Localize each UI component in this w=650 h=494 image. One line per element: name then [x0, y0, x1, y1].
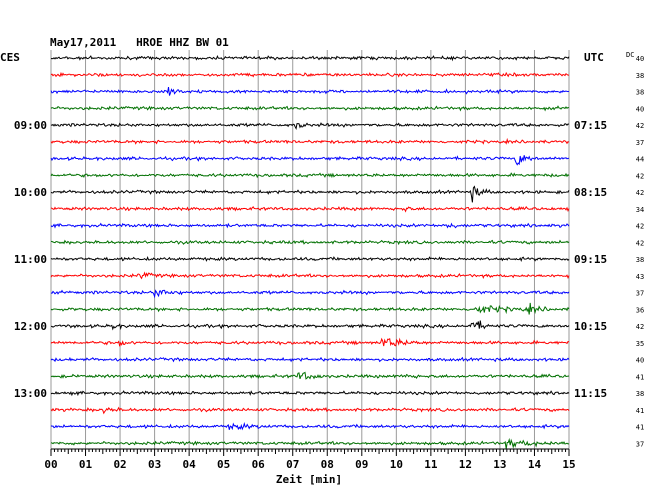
dc-value: 42	[636, 189, 644, 197]
trace-row-0	[50, 54, 570, 62]
trace-row-5	[50, 137, 570, 145]
x-tick-label: 05	[217, 458, 230, 471]
time-gridlines	[50, 50, 570, 449]
x-tick-label: 06	[252, 458, 266, 471]
dc-value: 36	[636, 306, 644, 314]
dc-value: 37	[636, 290, 644, 298]
dc-value: 40	[636, 357, 644, 365]
x-tick-label: 03	[148, 458, 161, 471]
x-tick-label: 13	[493, 458, 506, 471]
x-tick-label: 11	[424, 458, 438, 471]
left-time-label: 13:00	[14, 387, 47, 400]
trace-row-22	[50, 422, 570, 431]
left-timezone-label: CES	[0, 51, 20, 64]
left-time-labels: 09:00 10:00 11:00 12:00 13:00	[14, 119, 47, 400]
dc-value: 42	[636, 122, 644, 130]
trace-row-10	[50, 222, 570, 229]
trace-row-2	[50, 87, 570, 96]
x-tick-label: 10	[390, 458, 403, 471]
trace-row-13	[50, 271, 570, 280]
dc-value: 40	[636, 105, 644, 113]
trace-row-7	[50, 172, 570, 179]
left-time-label: 09:00	[14, 119, 47, 132]
trace-row-9	[50, 205, 570, 213]
trace-row-17	[50, 337, 570, 347]
dc-value: 44	[636, 156, 644, 164]
dc-value: 34	[636, 206, 644, 214]
x-tick-label: 09	[355, 458, 368, 471]
dc-value: 41	[636, 407, 644, 415]
x-tick-label: 12	[459, 458, 472, 471]
dc-value: 42	[636, 239, 644, 247]
x-tick-label: 01	[79, 458, 93, 471]
left-time-label: 10:00	[14, 186, 47, 199]
trace-row-20	[50, 390, 570, 397]
x-tick-label: 08	[321, 458, 334, 471]
dc-value: 37	[636, 440, 644, 448]
trace-row-8	[50, 185, 570, 203]
dc-value: 43	[636, 273, 644, 281]
dc-column-label: DC	[626, 51, 634, 59]
dc-value: 35	[636, 340, 644, 348]
x-tick-label: 00	[44, 458, 57, 471]
dc-values: 40 38 38 40 42 37 44 42 42 34 42 42 38 43 37 36 42 35 40 41…	[636, 55, 644, 448]
right-time-label: 08:15	[574, 186, 607, 199]
left-time-label: 12:00	[14, 320, 47, 333]
dc-value: 37	[636, 139, 644, 147]
chart-title: May17,2011 HROE HHZ BW 01	[50, 36, 229, 49]
x-axis: 00 01 02 03 04 05 06 07 08 09 10 11 12 13 14 15	[44, 448, 576, 471]
trace-row-23	[50, 437, 569, 449]
right-timezone-label: UTC	[584, 51, 604, 64]
trace-row-6	[50, 155, 570, 166]
x-tick-label: 02	[113, 458, 126, 471]
dc-value: 41	[636, 424, 644, 432]
right-time-label: 11:15	[574, 387, 607, 400]
trace-row-18	[50, 356, 570, 363]
dc-value: 38	[636, 256, 644, 264]
left-time-label: 11:00	[14, 253, 47, 266]
x-tick-label: 14	[528, 458, 542, 471]
dc-value: 41	[636, 373, 644, 381]
trace-row-1	[50, 71, 569, 78]
dc-value: 38	[636, 89, 644, 97]
trace-row-12	[50, 256, 570, 263]
trace-row-14	[50, 289, 570, 299]
trace-row-21	[50, 406, 570, 415]
x-axis-label: Zeit [min]	[276, 473, 342, 486]
dc-value: 40	[636, 55, 644, 63]
dc-value: 42	[636, 323, 644, 331]
trace-row-11	[50, 239, 570, 246]
right-time-label: 07:15	[574, 119, 607, 132]
trace-row-16	[51, 320, 570, 331]
right-time-label: 10:15	[574, 320, 607, 333]
right-time-labels: 07:15 08:15 09:15 10:15 11:15	[574, 119, 607, 400]
trace-row-4	[50, 122, 570, 130]
dc-value: 42	[636, 172, 644, 180]
trace-row-3	[50, 105, 570, 112]
x-tick-label: 04	[183, 458, 197, 471]
x-tick-label: 15	[562, 458, 575, 471]
dc-value: 42	[636, 223, 644, 231]
dc-value: 38	[636, 72, 644, 80]
right-time-label: 09:15	[574, 253, 607, 266]
trace-row-15	[50, 302, 570, 315]
seismic-traces	[50, 54, 570, 449]
dc-value: 38	[636, 390, 644, 398]
x-tick-label: 07	[286, 458, 299, 471]
trace-row-19	[50, 371, 570, 380]
